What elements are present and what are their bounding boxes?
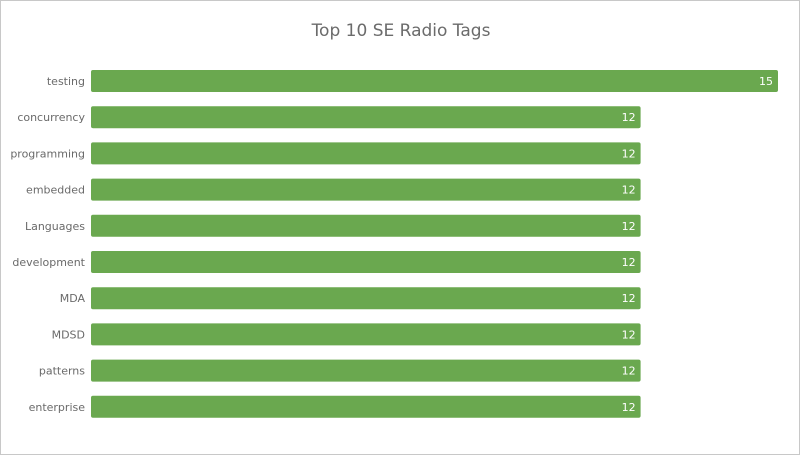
category-label: enterprise [29, 401, 86, 414]
category-label: MDSD [52, 328, 85, 341]
category-label: testing [47, 75, 85, 88]
category-label: patterns [39, 365, 85, 378]
category-label: concurrency [17, 111, 85, 124]
bar-group-mda: MDA 12 [60, 287, 641, 310]
data-label: 12 [622, 111, 636, 124]
bar-embedded [91, 178, 641, 201]
bar-group-testing: testing 15 [47, 70, 778, 92]
data-label: 15 [759, 75, 773, 88]
bar-group-embedded: embedded 12 [26, 178, 641, 201]
bar-group-programming: programming 12 [10, 142, 641, 165]
category-label: embedded [26, 184, 85, 197]
bar-development [91, 251, 641, 273]
bar-group-development: development 12 [12, 251, 641, 273]
bar-patterns [91, 359, 641, 382]
data-label: 12 [622, 256, 636, 269]
category-label: MDA [60, 292, 86, 305]
category-label: development [12, 256, 85, 269]
data-label: 12 [622, 328, 636, 341]
bar-mdsd [91, 323, 641, 346]
bar-group-enterprise: enterprise 12 [29, 395, 641, 418]
bar-mda [91, 287, 641, 310]
bar-testing [91, 70, 778, 92]
bar-enterprise [91, 395, 641, 418]
data-label: 12 [622, 292, 636, 305]
data-label: 12 [622, 147, 636, 160]
bar-group-languages: Languages 12 [25, 214, 641, 237]
category-label: programming [10, 147, 85, 160]
data-label: 12 [622, 220, 636, 233]
data-label: 12 [622, 365, 636, 378]
bar-concurrency [91, 106, 641, 129]
data-label: 12 [622, 401, 636, 414]
bar-group-patterns: patterns 12 [39, 359, 641, 382]
data-label: 12 [622, 184, 636, 197]
bar-languages [91, 214, 641, 237]
category-label: Languages [25, 220, 85, 233]
chart-title: Top 10 SE Radio Tags [311, 21, 491, 41]
bar-programming [91, 142, 641, 165]
bar-group-mdsd: MDSD 12 [52, 323, 641, 346]
bar-group-concurrency: concurrency 12 [17, 106, 641, 129]
